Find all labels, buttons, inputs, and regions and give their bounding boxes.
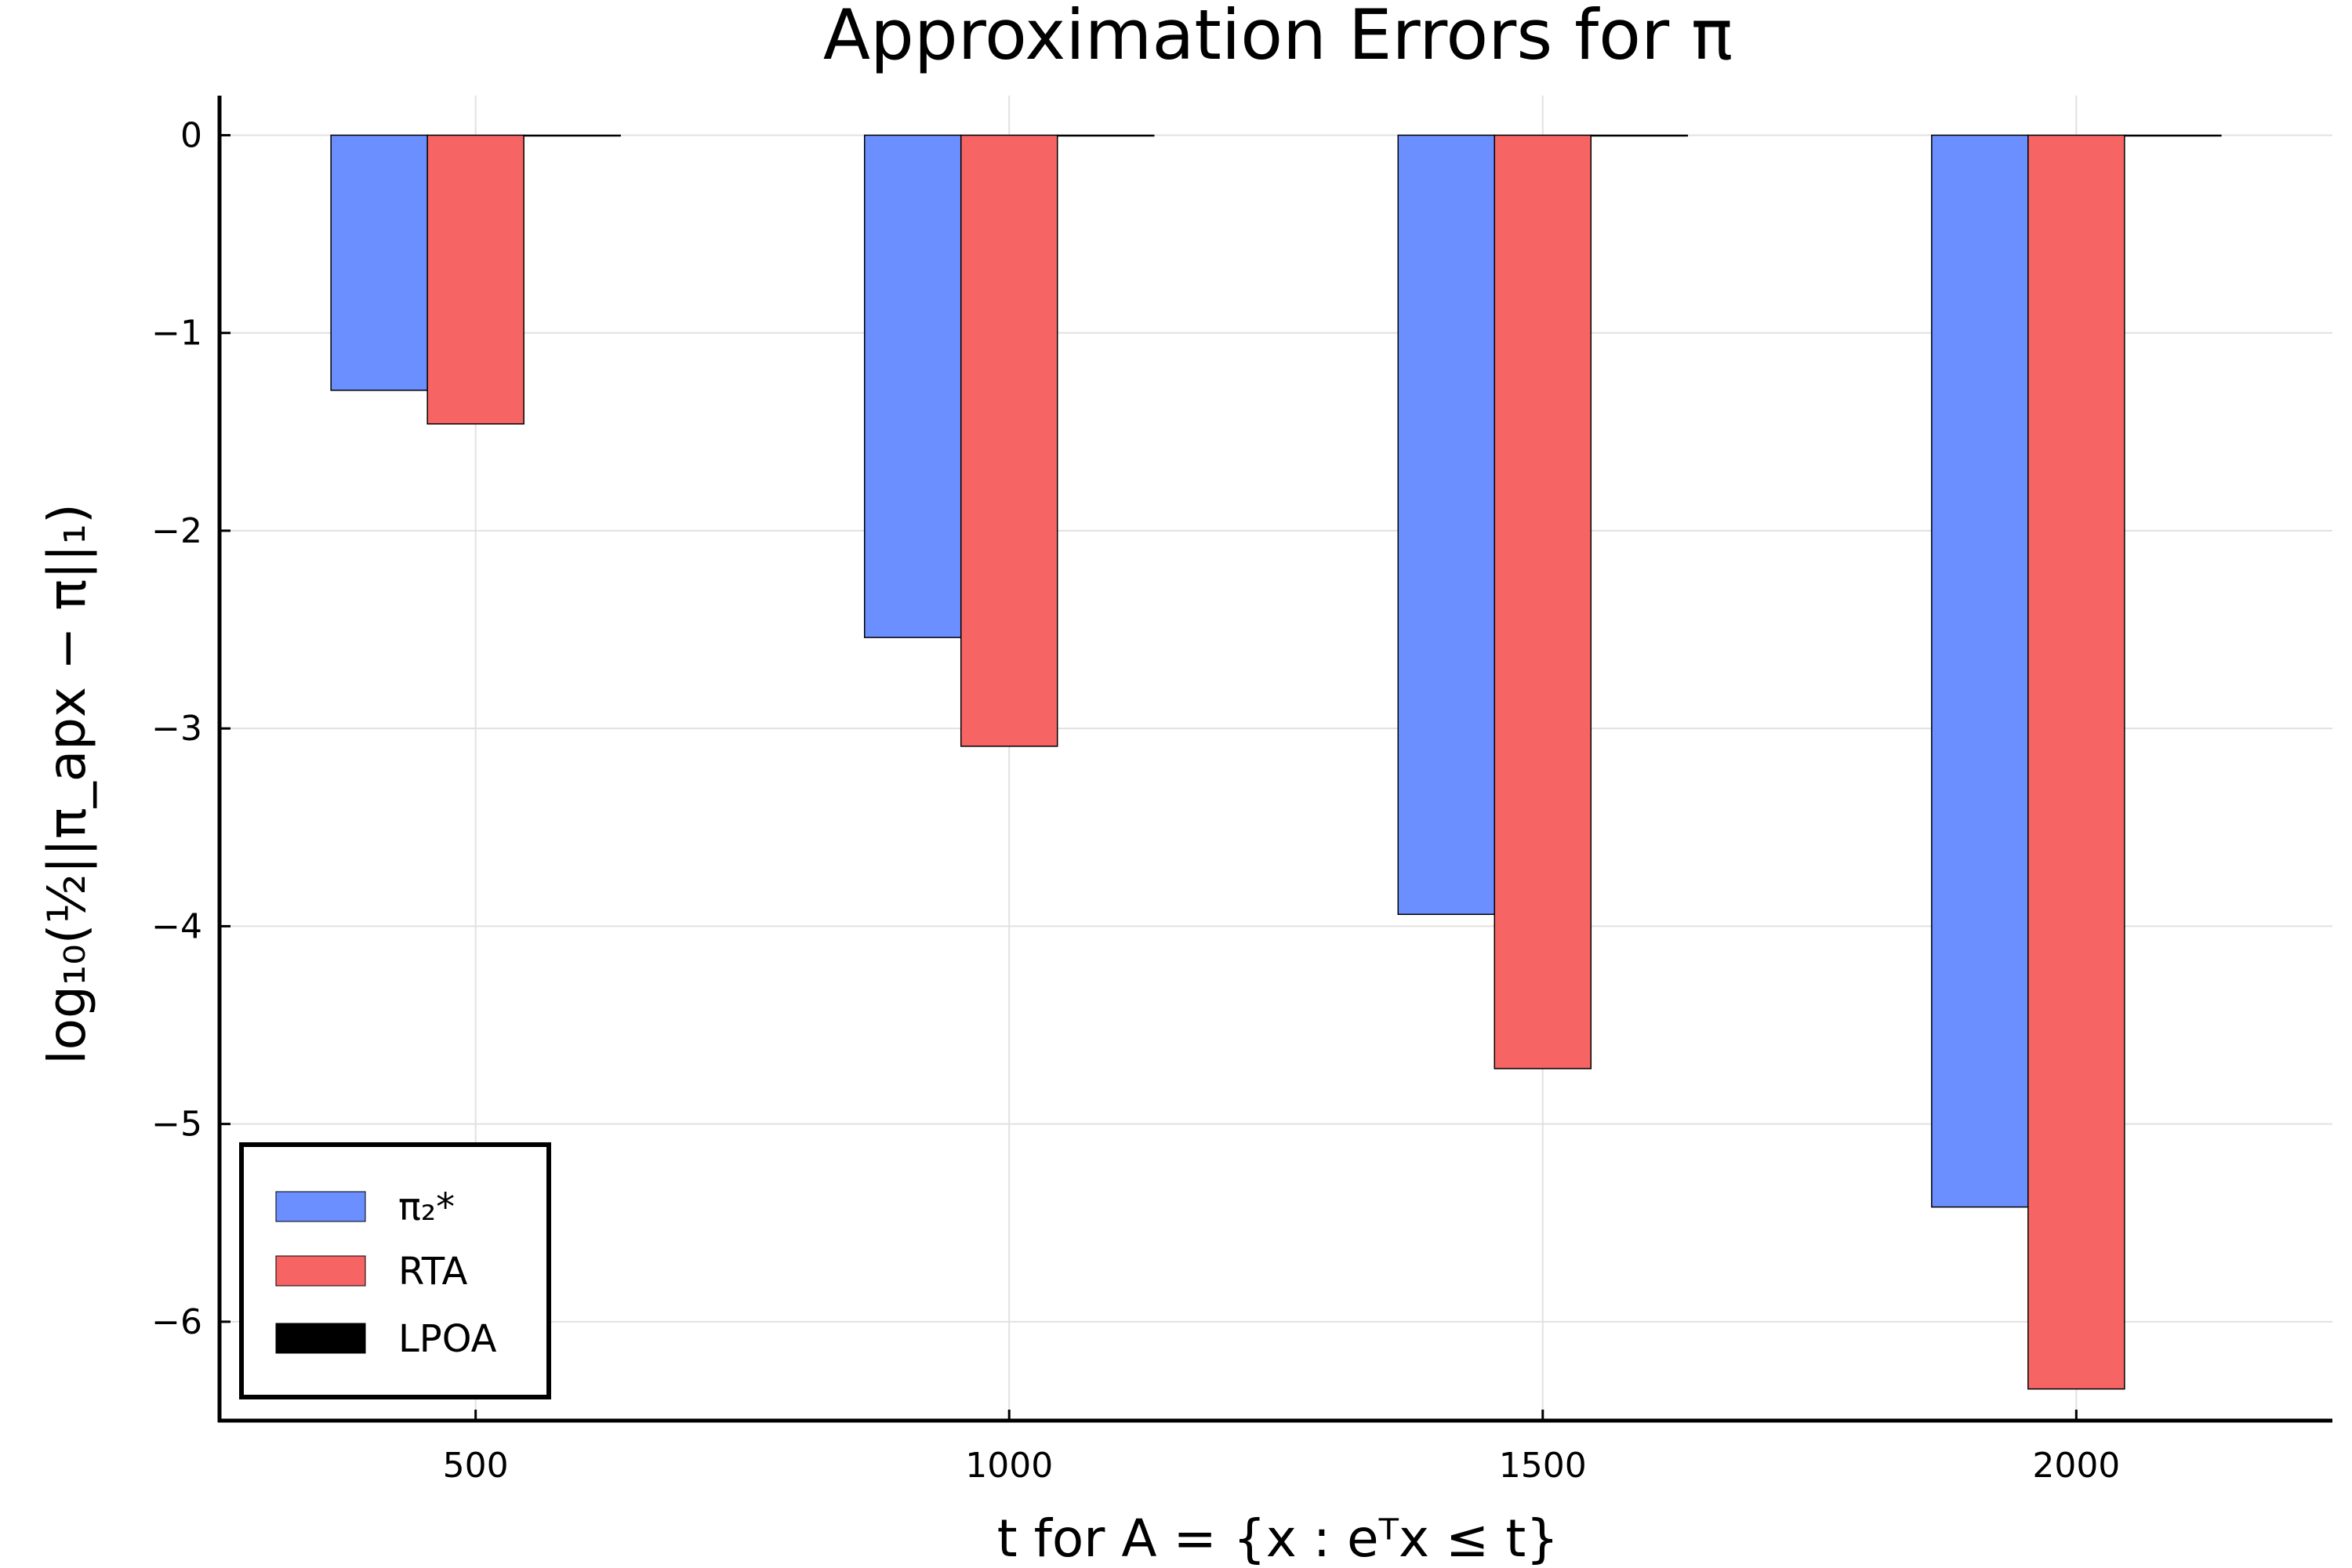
legend-label-series-3: LPOA: [398, 1317, 497, 1361]
legend-label-series-1: π₂*: [398, 1185, 455, 1229]
bar-series-1-500: [330, 134, 428, 391]
bar-layer: [330, 134, 2222, 1390]
chart-title: Approximation Errors for π: [823, 0, 1733, 75]
legend-label-series-2: RTA: [398, 1250, 467, 1294]
bar-series-1-1000: [863, 134, 962, 638]
bar-series-2-1500: [1494, 134, 1592, 1069]
bar-series-2-2000: [2027, 134, 2125, 1390]
bar-series-3-2000: [2124, 134, 2222, 137]
y-tick-label-3: −3: [151, 709, 202, 749]
bar-series-2-1000: [960, 134, 1058, 747]
x-tick-label-2: 1500: [1499, 1446, 1587, 1486]
bar-series-3-1000: [1056, 134, 1155, 137]
legend-swatch-series-3: [275, 1323, 366, 1354]
axis-layer: 0 −1 −2 −3 −4 −5 −6 500 1000 1500 2000: [151, 96, 2332, 1486]
bar-series-1-1500: [1397, 134, 1496, 916]
y-tick-label-4: −4: [151, 906, 202, 946]
x-axis-title: t for A = {x : eᵀx ≤ t}: [997, 1508, 1559, 1568]
y-tick-label-2: −2: [151, 511, 202, 551]
legend-swatch-series-1: [275, 1191, 366, 1222]
legend-swatch-series-2: [275, 1255, 366, 1287]
x-tick-label-0: 500: [443, 1446, 509, 1486]
bar-series-3-1500: [1590, 134, 1689, 137]
y-tick-label-0: 0: [180, 115, 202, 155]
x-tick-label-3: 2000: [2032, 1446, 2120, 1486]
y-tick-label-6: −6: [151, 1302, 202, 1342]
legend: π₂* RTA LPOA: [239, 1142, 551, 1399]
bar-series-3-500: [523, 134, 621, 137]
y-tick-label-5: −5: [151, 1105, 202, 1145]
y-tick-label-1: −1: [151, 314, 202, 354]
y-axis-title: log₁₀(½||π_apx − π||₁): [37, 503, 97, 1065]
bar-series-2-500: [426, 134, 524, 425]
bar-series-1-2000: [1931, 134, 2029, 1208]
x-tick-label-1: 1000: [965, 1446, 1053, 1486]
